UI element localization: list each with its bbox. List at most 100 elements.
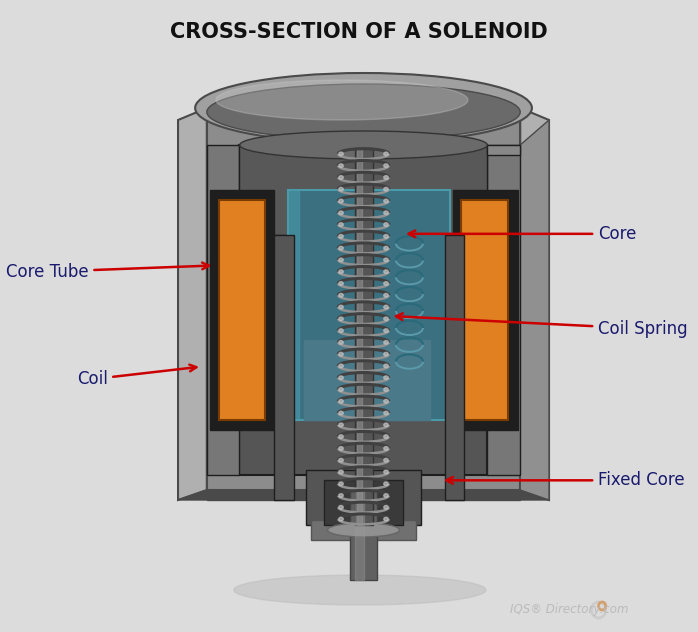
Ellipse shape — [339, 246, 343, 250]
Text: Coil Spring: Coil Spring — [396, 313, 688, 337]
Ellipse shape — [384, 282, 388, 285]
Ellipse shape — [384, 234, 388, 238]
Ellipse shape — [339, 423, 343, 427]
Bar — [209, 190, 274, 430]
Ellipse shape — [384, 494, 388, 497]
Ellipse shape — [384, 506, 388, 509]
Ellipse shape — [339, 152, 343, 155]
Polygon shape — [207, 490, 520, 500]
Text: Coil: Coil — [77, 365, 196, 388]
Ellipse shape — [384, 447, 388, 450]
Polygon shape — [178, 490, 549, 500]
Ellipse shape — [339, 435, 343, 439]
Bar — [288, 190, 450, 420]
Ellipse shape — [384, 305, 388, 309]
Ellipse shape — [339, 399, 343, 403]
Ellipse shape — [384, 387, 388, 391]
Bar — [218, 200, 265, 420]
Ellipse shape — [384, 482, 388, 485]
Text: CROSS-SECTION OF A SOLENOID: CROSS-SECTION OF A SOLENOID — [170, 22, 548, 42]
Ellipse shape — [339, 458, 343, 462]
Ellipse shape — [384, 435, 388, 439]
Ellipse shape — [384, 329, 388, 332]
Bar — [239, 145, 487, 475]
Ellipse shape — [339, 494, 343, 497]
Ellipse shape — [339, 305, 343, 309]
Ellipse shape — [384, 423, 388, 427]
Text: IQS® Directory.com: IQS® Directory.com — [510, 604, 628, 616]
Ellipse shape — [339, 506, 343, 509]
Bar — [304, 340, 430, 420]
Ellipse shape — [339, 411, 343, 415]
Ellipse shape — [239, 131, 487, 159]
Bar — [487, 145, 520, 155]
Ellipse shape — [339, 387, 343, 391]
Ellipse shape — [384, 518, 388, 521]
Text: Core Tube: Core Tube — [6, 262, 209, 281]
Bar — [461, 200, 507, 420]
Bar — [350, 490, 377, 580]
Ellipse shape — [339, 329, 343, 332]
Ellipse shape — [339, 188, 343, 191]
Ellipse shape — [339, 364, 343, 368]
Ellipse shape — [339, 234, 343, 238]
Ellipse shape — [384, 364, 388, 368]
Ellipse shape — [207, 84, 520, 140]
Ellipse shape — [384, 199, 388, 203]
Ellipse shape — [384, 246, 388, 250]
Ellipse shape — [384, 376, 388, 380]
Polygon shape — [520, 120, 549, 500]
Ellipse shape — [384, 188, 388, 191]
Polygon shape — [178, 108, 207, 500]
Bar — [453, 190, 517, 430]
Ellipse shape — [339, 447, 343, 450]
Ellipse shape — [384, 211, 388, 215]
Ellipse shape — [339, 353, 343, 356]
Ellipse shape — [339, 222, 343, 226]
Ellipse shape — [384, 411, 388, 415]
Ellipse shape — [195, 73, 532, 143]
Ellipse shape — [339, 176, 343, 179]
Ellipse shape — [384, 458, 388, 462]
Ellipse shape — [384, 341, 388, 344]
Ellipse shape — [339, 199, 343, 203]
Polygon shape — [520, 108, 549, 500]
Bar — [355, 148, 373, 525]
Bar — [306, 470, 421, 525]
Bar — [239, 145, 487, 235]
Ellipse shape — [384, 353, 388, 356]
Bar — [207, 108, 520, 490]
Bar — [274, 235, 294, 500]
Ellipse shape — [339, 341, 343, 344]
Text: Core: Core — [408, 225, 637, 243]
Text: Fixed Core: Fixed Core — [446, 471, 685, 489]
Ellipse shape — [339, 164, 343, 167]
Bar — [288, 190, 299, 420]
Ellipse shape — [339, 270, 343, 274]
Ellipse shape — [384, 176, 388, 179]
Bar — [357, 148, 362, 525]
Ellipse shape — [339, 482, 343, 485]
Ellipse shape — [339, 518, 343, 521]
Ellipse shape — [384, 164, 388, 167]
Ellipse shape — [339, 258, 343, 262]
Bar — [324, 480, 403, 525]
Ellipse shape — [384, 399, 388, 403]
Ellipse shape — [339, 282, 343, 285]
Ellipse shape — [234, 575, 486, 605]
Bar — [445, 235, 464, 500]
Ellipse shape — [384, 270, 388, 274]
Ellipse shape — [339, 470, 343, 474]
Ellipse shape — [339, 317, 343, 320]
Ellipse shape — [339, 211, 343, 215]
Ellipse shape — [384, 317, 388, 320]
Ellipse shape — [327, 523, 399, 537]
Bar — [487, 145, 520, 475]
Bar — [207, 145, 239, 475]
Ellipse shape — [339, 293, 343, 297]
Ellipse shape — [384, 152, 388, 155]
Bar — [311, 520, 416, 540]
Ellipse shape — [384, 258, 388, 262]
Ellipse shape — [384, 293, 388, 297]
Ellipse shape — [339, 376, 343, 380]
